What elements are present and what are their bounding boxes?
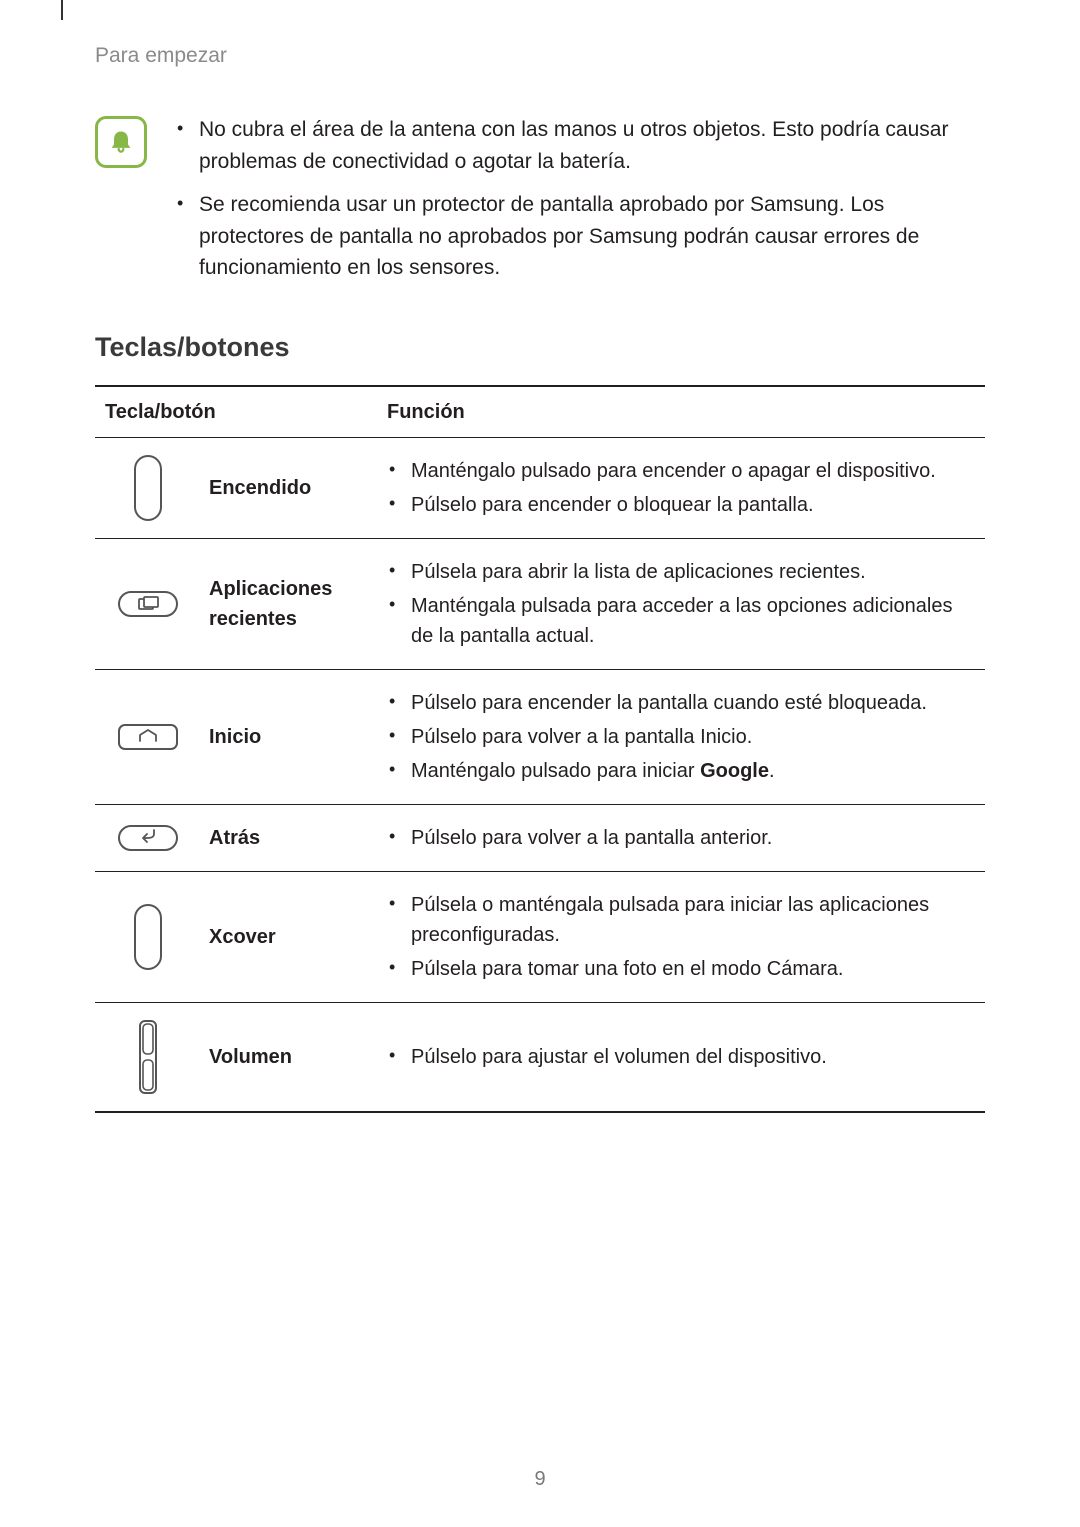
key-label: Inicio <box>201 669 377 804</box>
func-item: Manténgalo pulsado para encender o apaga… <box>385 456 977 486</box>
key-label: Encendido <box>201 437 377 538</box>
key-icon-cell <box>95 538 201 669</box>
func-item: Púlselo para encender la pantalla cuando… <box>385 688 977 718</box>
keys-table: Tecla/botón Función Encendido Manténgalo… <box>95 385 985 1113</box>
table-row: Encendido Manténgalo pulsado para encend… <box>95 437 985 538</box>
key-function: Púlsela para abrir la lista de aplicacio… <box>377 538 985 669</box>
func-item: Púlselo para volver a la pantalla Inicio… <box>385 722 977 752</box>
th-function: Función <box>377 386 985 438</box>
key-icon-cell <box>95 871 201 1002</box>
power-key-icon <box>131 452 165 524</box>
table-row: Atrás Púlselo para volver a la pantalla … <box>95 804 985 871</box>
key-label-line: Aplicaciones <box>209 578 332 600</box>
running-header: Para empezar <box>95 44 985 68</box>
home-key-icon <box>116 722 180 752</box>
key-label: Xcover <box>201 871 377 1002</box>
key-function: Púlselo para volver a la pantalla anteri… <box>377 804 985 871</box>
key-label-line: recientes <box>209 608 297 630</box>
func-item: Púlselo para encender o bloquear la pant… <box>385 490 977 520</box>
key-function: Púlselo para ajustar el volumen del disp… <box>377 1002 985 1112</box>
xcover-key-icon <box>131 901 165 973</box>
key-label: Volumen <box>201 1002 377 1112</box>
table-row: Inicio Púlselo para encender la pantalla… <box>95 669 985 804</box>
table-row: Volumen Púlselo para ajustar el volumen … <box>95 1002 985 1112</box>
recents-key-icon <box>116 589 180 619</box>
func-bold: Google <box>700 760 769 782</box>
func-item: Púlselo para ajustar el volumen del disp… <box>385 1042 977 1072</box>
table-row: Xcover Púlsela o manténgala pulsada para… <box>95 871 985 1002</box>
func-item: Púlsela o manténgala pulsada para inicia… <box>385 890 977 950</box>
key-icon-cell <box>95 669 201 804</box>
bell-icon <box>95 116 147 168</box>
func-item: Manténgala pulsada para acceder a las op… <box>385 591 977 651</box>
func-text: Manténgalo pulsado para iniciar <box>411 760 700 782</box>
func-text: . <box>769 760 775 782</box>
key-icon-cell <box>95 437 201 538</box>
func-item: Púlsela para tomar una foto en el modo C… <box>385 954 977 984</box>
page-number: 9 <box>0 1468 1080 1491</box>
func-item: Púlselo para volver a la pantalla anteri… <box>385 823 977 853</box>
note-item: Se recomienda usar un protector de panta… <box>173 189 985 284</box>
th-key: Tecla/botón <box>95 386 377 438</box>
key-label: Aplicaciones recientes <box>201 538 377 669</box>
key-icon-cell <box>95 1002 201 1112</box>
note-item: No cubra el área de la antena con las ma… <box>173 114 985 177</box>
key-function: Púlselo para encender la pantalla cuando… <box>377 669 985 804</box>
page-corner-mark <box>61 0 63 20</box>
back-key-icon <box>116 823 180 853</box>
section-heading: Teclas/botones <box>95 332 985 363</box>
key-icon-cell <box>95 804 201 871</box>
info-note: No cubra el área de la antena con las ma… <box>95 114 985 296</box>
note-text: No cubra el área de la antena con las ma… <box>173 114 985 296</box>
key-function: Púlsela o manténgala pulsada para inicia… <box>377 871 985 1002</box>
volume-key-icon <box>133 1017 163 1097</box>
func-item: Púlsela para abrir la lista de aplicacio… <box>385 557 977 587</box>
key-function: Manténgalo pulsado para encender o apaga… <box>377 437 985 538</box>
func-item: Manténgalo pulsado para iniciar Google. <box>385 756 977 786</box>
key-label: Atrás <box>201 804 377 871</box>
table-row: Aplicaciones recientes Púlsela para abri… <box>95 538 985 669</box>
